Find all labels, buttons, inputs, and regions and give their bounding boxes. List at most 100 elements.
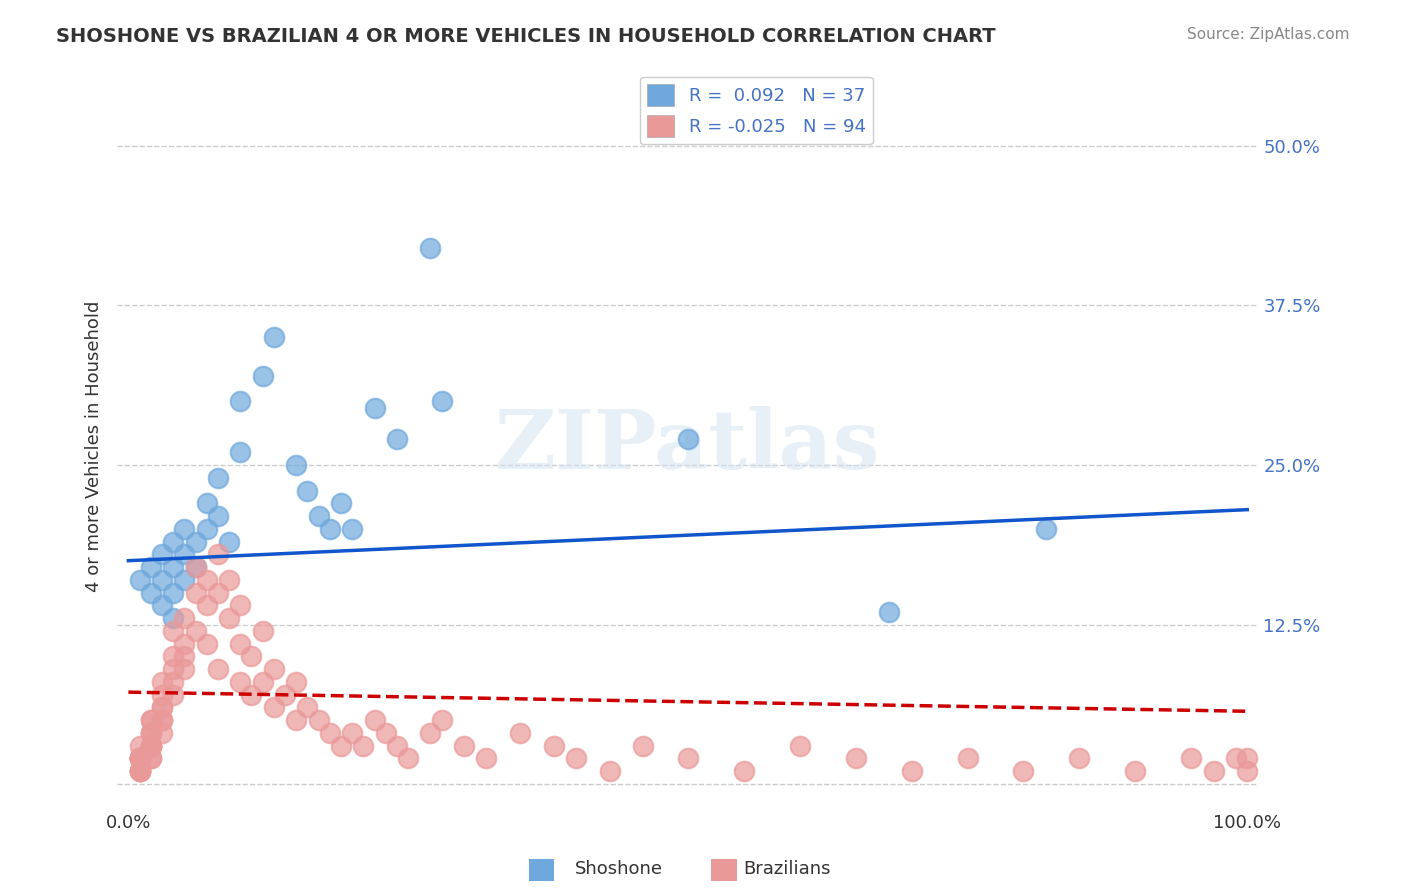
Point	[263, 700, 285, 714]
Point	[419, 241, 441, 255]
Point	[543, 739, 565, 753]
Point	[207, 471, 229, 485]
Point	[150, 700, 173, 714]
Point	[139, 726, 162, 740]
Point	[1202, 764, 1225, 779]
Point	[218, 573, 240, 587]
Text: ZIPatlas: ZIPatlas	[495, 406, 880, 486]
Point	[139, 560, 162, 574]
Point	[150, 547, 173, 561]
Point	[385, 739, 408, 753]
Point	[184, 624, 207, 638]
Point	[195, 522, 218, 536]
Point	[789, 739, 811, 753]
Point	[285, 713, 308, 727]
Point	[1125, 764, 1147, 779]
Point	[599, 764, 621, 779]
Point	[128, 764, 150, 779]
Point	[128, 764, 150, 779]
Point	[195, 573, 218, 587]
Point	[128, 764, 150, 779]
Point	[263, 330, 285, 344]
Point	[1012, 764, 1035, 779]
Text: Brazilians: Brazilians	[744, 860, 831, 878]
Point	[173, 547, 195, 561]
Point	[229, 599, 252, 613]
Point	[173, 649, 195, 664]
Point	[162, 585, 184, 599]
Point	[173, 611, 195, 625]
Point	[252, 674, 274, 689]
Point	[676, 751, 699, 765]
Point	[162, 560, 184, 574]
Point	[139, 713, 162, 727]
Point	[139, 713, 162, 727]
Point	[207, 585, 229, 599]
Point	[128, 751, 150, 765]
Point	[631, 739, 654, 753]
Point	[565, 751, 588, 765]
Point	[1180, 751, 1202, 765]
Text: Shoshone: Shoshone	[575, 860, 662, 878]
Point	[139, 726, 162, 740]
Point	[877, 605, 900, 619]
Point	[396, 751, 419, 765]
Point	[419, 726, 441, 740]
Point	[340, 726, 363, 740]
Point	[900, 764, 922, 779]
Point	[128, 739, 150, 753]
Point	[150, 713, 173, 727]
Point	[139, 585, 162, 599]
Point	[139, 751, 162, 765]
Point	[150, 573, 173, 587]
Point	[229, 445, 252, 459]
Point	[1069, 751, 1091, 765]
Point	[150, 700, 173, 714]
Point	[218, 611, 240, 625]
Point	[330, 496, 353, 510]
Point	[139, 739, 162, 753]
Point	[1035, 522, 1057, 536]
Point	[150, 713, 173, 727]
Point	[229, 394, 252, 409]
Point	[139, 751, 162, 765]
Point	[1225, 751, 1247, 765]
Point	[240, 688, 263, 702]
Point	[128, 751, 150, 765]
Point	[128, 751, 150, 765]
Point	[128, 573, 150, 587]
Point	[195, 637, 218, 651]
Point	[475, 751, 498, 765]
Point	[184, 585, 207, 599]
Point	[263, 662, 285, 676]
Point	[139, 739, 162, 753]
Point	[374, 726, 396, 740]
Point	[173, 573, 195, 587]
Point	[162, 534, 184, 549]
Point	[430, 713, 453, 727]
Point	[285, 674, 308, 689]
Point	[676, 433, 699, 447]
Point	[308, 509, 330, 524]
Point	[195, 599, 218, 613]
Text: Source: ZipAtlas.com: Source: ZipAtlas.com	[1187, 27, 1350, 42]
Point	[340, 522, 363, 536]
Point	[150, 599, 173, 613]
Point	[128, 751, 150, 765]
Point	[162, 649, 184, 664]
Point	[956, 751, 979, 765]
Point	[162, 624, 184, 638]
Point	[173, 662, 195, 676]
Point	[308, 713, 330, 727]
Point	[150, 688, 173, 702]
Point	[128, 751, 150, 765]
Point	[207, 662, 229, 676]
Point	[252, 368, 274, 383]
Point	[363, 713, 385, 727]
Point	[297, 483, 319, 498]
Point	[184, 560, 207, 574]
Point	[207, 547, 229, 561]
Point	[229, 674, 252, 689]
Text: SHOSHONE VS BRAZILIAN 4 OR MORE VEHICLES IN HOUSEHOLD CORRELATION CHART: SHOSHONE VS BRAZILIAN 4 OR MORE VEHICLES…	[56, 27, 995, 45]
Point	[195, 496, 218, 510]
